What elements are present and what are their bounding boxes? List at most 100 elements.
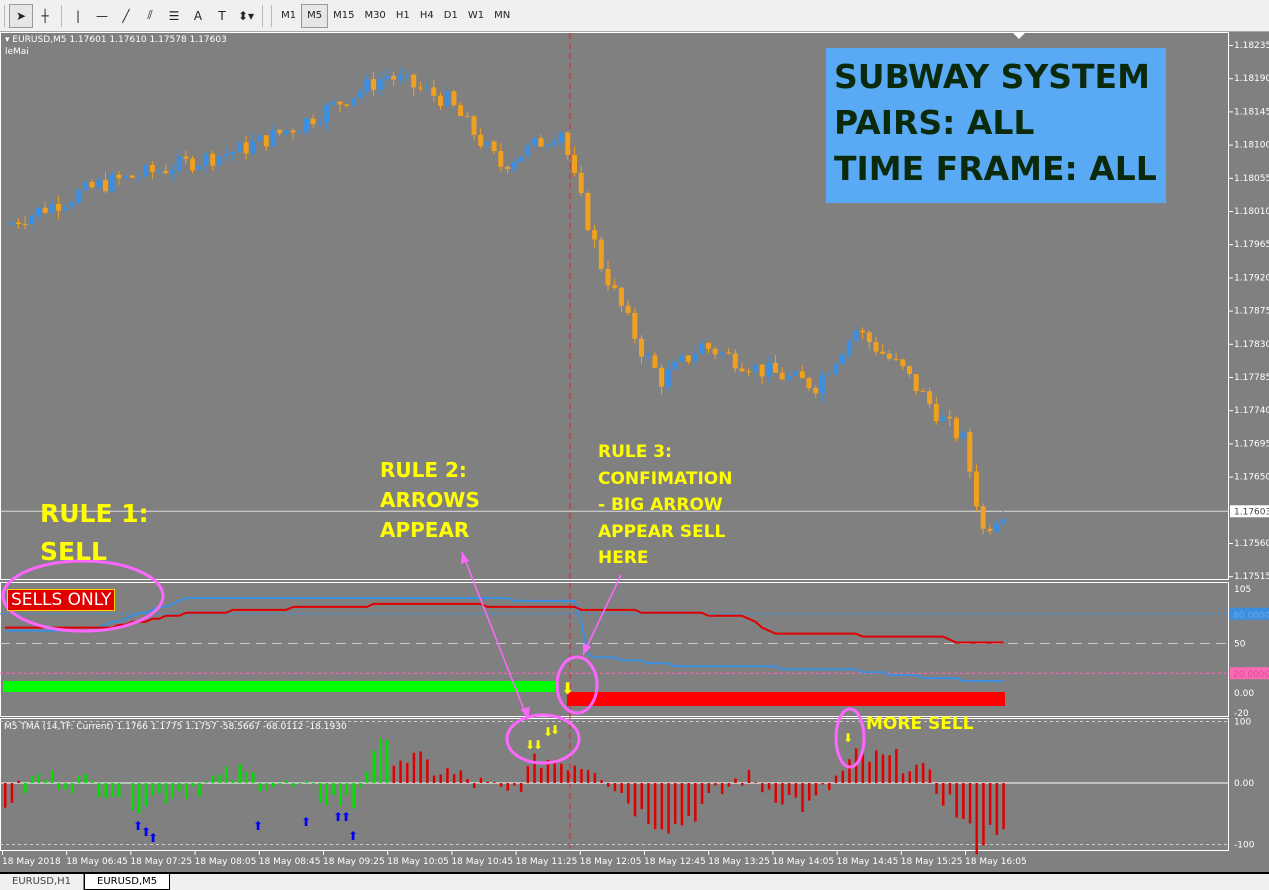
tma-histogram-bar xyxy=(265,783,268,791)
tma-histogram-bar xyxy=(419,751,422,783)
trendline-tool-button[interactable]: ╱ xyxy=(114,4,138,28)
bull-candle xyxy=(76,190,82,203)
sell-arrow-icon: ⬇ xyxy=(525,738,535,752)
bull-candle xyxy=(672,361,678,370)
bull-candle xyxy=(143,164,149,177)
tma-histogram-bar xyxy=(506,783,509,791)
bear-candle xyxy=(56,203,62,211)
vertical-line-tool-button[interactable]: | xyxy=(66,4,90,28)
tab-eurusd-h1[interactable]: EURUSD,H1 xyxy=(0,874,85,890)
text-label-tool-button[interactable]: T xyxy=(210,4,234,28)
tma-histogram-bar xyxy=(674,783,677,824)
highlight-ellipse xyxy=(505,713,581,765)
bear-candle xyxy=(505,166,510,169)
time-label: 18 May 10:05 xyxy=(387,857,449,867)
bear-candle xyxy=(886,353,892,359)
tma-histogram-bar xyxy=(406,762,409,783)
tma-histogram-bar xyxy=(667,783,670,834)
fibonacci-channel-tool-button[interactable]: ⫽ xyxy=(138,4,162,28)
arrows-dropdown-tool-button[interactable]: ⬍▾ xyxy=(234,4,258,28)
bull-candle xyxy=(766,363,772,377)
fibonacci-channel-icon: ⫽ xyxy=(147,8,153,22)
tma-histogram-bar xyxy=(593,772,597,783)
price-tick xyxy=(1229,443,1233,445)
tma-histogram-bar xyxy=(707,783,710,794)
level-20-marker xyxy=(1230,667,1269,680)
text-tool-button[interactable]: A xyxy=(186,4,210,28)
tma-histogram-bar xyxy=(345,783,349,796)
timeframe-d1[interactable]: D1 xyxy=(443,10,458,21)
timeframe-m15[interactable]: M15 xyxy=(333,10,355,21)
tma-histogram-bar xyxy=(158,783,161,794)
price-tick-label: 1.18145 xyxy=(1234,107,1269,117)
bull-candle xyxy=(679,355,685,362)
tma-histogram-bar xyxy=(526,766,530,783)
timeframe-m30[interactable]: M30 xyxy=(364,10,386,21)
horizontal-line-tool-button[interactable]: — xyxy=(90,4,114,28)
tab-eurusd-m5[interactable]: EURUSD,M5 xyxy=(84,874,171,890)
price-tick xyxy=(1229,211,1233,212)
price-tick xyxy=(1229,177,1233,179)
tma-histogram-bar xyxy=(50,770,54,783)
chart-area[interactable] xyxy=(0,32,1269,872)
tma-histogram-bar xyxy=(908,771,911,783)
rule3-annotation: RULE 3: CONFIMATION - BIG ARROW APPEAR S… xyxy=(598,439,732,572)
tma-histogram-bar xyxy=(734,778,737,783)
bull-candle xyxy=(330,101,336,106)
price-tick-label: 1.17965 xyxy=(1234,240,1269,250)
tma-histogram-bar xyxy=(948,783,952,795)
tma-histogram-bar xyxy=(955,783,958,818)
arrowhead-icon xyxy=(521,707,530,720)
tma-histogram-bar xyxy=(607,783,610,787)
bear-candle xyxy=(685,355,691,362)
crosshair-tool-button[interactable]: ┼ xyxy=(33,4,57,28)
timeframe-m5[interactable]: M5 xyxy=(301,3,329,28)
timeframe-w1[interactable]: W1 xyxy=(467,10,485,21)
timeframe-h1[interactable]: H1 xyxy=(395,10,410,21)
time-tick xyxy=(258,851,260,855)
bull-candle xyxy=(853,330,859,341)
rule1-annotation: RULE 1: SELL xyxy=(40,495,149,571)
bull-candle xyxy=(525,145,531,157)
tma-histogram-bar xyxy=(426,759,429,783)
bear-candle xyxy=(572,155,577,173)
bear-candle xyxy=(22,224,28,226)
sell-arrow-icon: ⬇ xyxy=(843,731,853,745)
bull-candle xyxy=(109,174,115,192)
time-tick xyxy=(387,851,389,855)
rule2-line: RULE 2: xyxy=(380,458,467,482)
tma-histogram-bar xyxy=(117,783,121,798)
tma-histogram-bar xyxy=(231,780,235,783)
tma-histogram-bar xyxy=(915,764,918,783)
bull-candle xyxy=(377,79,383,90)
bear-candle xyxy=(478,134,484,146)
price-tick-label: 1.18235 xyxy=(1234,41,1269,51)
cursor-tool-button[interactable]: ➤ xyxy=(9,3,33,28)
toolbar: ➤ ┼ | — ╱ ⫽ ☰ A T ⬍▾ M1 M5 M15 M30 H1 H4 D1 W1 MN xyxy=(0,0,1269,32)
horizontal-line-icon: — xyxy=(96,8,108,23)
fibonacci-retracement-tool-button[interactable]: ☰ xyxy=(162,4,186,28)
tma-histogram-bar xyxy=(452,774,456,783)
bear-candle xyxy=(263,135,269,147)
bear-candle xyxy=(759,364,765,377)
tma-histogram-bar xyxy=(24,783,27,794)
tma-histogram-bar xyxy=(191,783,195,787)
tma-histogram-bar xyxy=(312,783,315,785)
rule3-line: - BIG ARROW xyxy=(598,495,723,515)
tma-tick-label: 0.00 xyxy=(1234,779,1254,789)
time-label: 18 May 14:05 xyxy=(772,857,834,867)
timeframe-h4[interactable]: H4 xyxy=(419,10,434,21)
timeframe-mn[interactable]: MN xyxy=(494,10,511,21)
rule3-line: RULE 3: xyxy=(598,442,672,462)
price-tick xyxy=(1229,45,1233,46)
time-label: 18 May 08:45 xyxy=(259,857,321,867)
bear-candle xyxy=(538,138,544,147)
tma-histogram-bar xyxy=(104,783,107,798)
stoch-tick-label: 105 xyxy=(1234,585,1251,595)
timeframe-m1[interactable]: M1 xyxy=(281,10,297,21)
tma-histogram-bar xyxy=(519,783,523,792)
buy-arrow-icon: ⬆ xyxy=(333,810,343,824)
price-tick-label: 1.18010 xyxy=(1234,207,1269,217)
tma-histogram-bar xyxy=(258,783,262,792)
sell-zone-bar xyxy=(567,692,1005,706)
